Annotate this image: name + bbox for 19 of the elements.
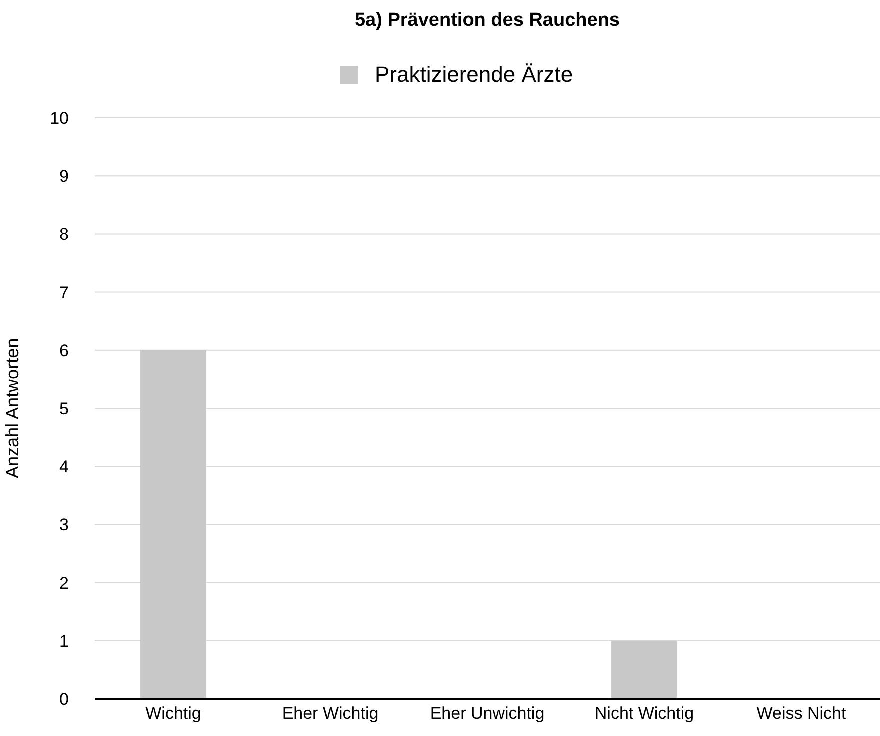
x-tick-label: Eher Wichtig — [282, 704, 379, 724]
y-tick-label: 4 — [60, 458, 69, 477]
y-tick-label: 3 — [60, 516, 69, 535]
y-tick-label: 5 — [60, 400, 69, 419]
y-tick-label: 8 — [60, 225, 69, 244]
y-axis-title: Anzahl Antworten — [2, 338, 22, 478]
y-tick-label: 1 — [60, 632, 69, 651]
x-tick-label: Eher Unwichtig — [430, 704, 545, 724]
y-tick-label: 7 — [60, 283, 69, 302]
x-tick-label: Weiss Nicht — [756, 704, 846, 724]
chart-title: 5a) Prävention des Rauchens — [354, 10, 622, 32]
y-tick-label: 2 — [60, 574, 69, 593]
x-tick-label: Nicht Wichtig — [594, 704, 694, 724]
legend-label: Praktizierende Ärzte — [375, 62, 574, 88]
y-tick-label: 6 — [60, 341, 69, 360]
y-tick-label: 0 — [60, 690, 69, 710]
y-tick-label: 9 — [60, 167, 69, 186]
x-tick-label: Wichtig — [146, 704, 202, 724]
y-tick-label: 10 — [50, 109, 69, 128]
